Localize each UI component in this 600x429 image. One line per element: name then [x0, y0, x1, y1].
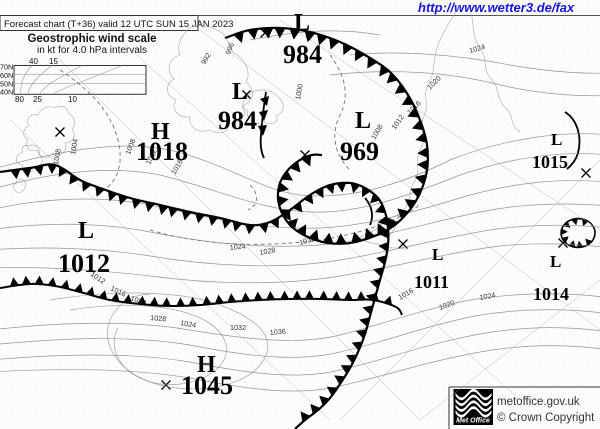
svg-text:L: L [550, 252, 561, 271]
svg-text:1015: 1015 [532, 152, 568, 172]
svg-text:40: 40 [29, 57, 38, 66]
svg-text:L: L [355, 108, 371, 134]
svg-text:Geostrophic wind scale: Geostrophic wind scale [27, 33, 156, 45]
svg-text:1011: 1011 [414, 272, 449, 292]
svg-text:Forecast chart (T+36) valid 12: Forecast chart (T+36) valid 12 UTC SUN 1… [4, 19, 233, 30]
svg-text:Met Office: Met Office [456, 418, 490, 425]
svg-text:1018: 1018 [136, 137, 188, 166]
svg-text:1024: 1024 [229, 242, 246, 252]
svg-text:L: L [294, 10, 310, 36]
svg-text:969: 969 [340, 137, 379, 166]
svg-text:http://www.wetter3.de/fax: http://www.wetter3.de/fax [418, 0, 575, 15]
svg-text:L: L [232, 79, 248, 105]
svg-text:1036: 1036 [269, 327, 286, 337]
svg-text:15: 15 [49, 57, 58, 66]
svg-text:1045: 1045 [181, 371, 233, 400]
svg-text:984: 984 [218, 106, 257, 135]
svg-text:L: L [551, 130, 562, 149]
svg-text:1014: 1014 [533, 284, 569, 304]
svg-text:L: L [78, 218, 94, 244]
svg-text:80: 80 [15, 95, 24, 104]
svg-text:L: L [432, 245, 443, 264]
svg-text:1028: 1028 [150, 313, 167, 323]
svg-text:10: 10 [68, 95, 77, 104]
svg-text:© Crown Copyright: © Crown Copyright [497, 412, 595, 424]
svg-text:40N: 40N [0, 88, 13, 97]
svg-text:984: 984 [283, 40, 322, 69]
svg-text:in kt for 4.0 hPa intervals: in kt for 4.0 hPa intervals [37, 45, 147, 56]
svg-text:25: 25 [33, 95, 42, 104]
svg-text:1032: 1032 [230, 323, 246, 332]
svg-text:metoffice.gov.uk: metoffice.gov.uk [497, 396, 580, 408]
svg-text:1012: 1012 [58, 249, 110, 278]
